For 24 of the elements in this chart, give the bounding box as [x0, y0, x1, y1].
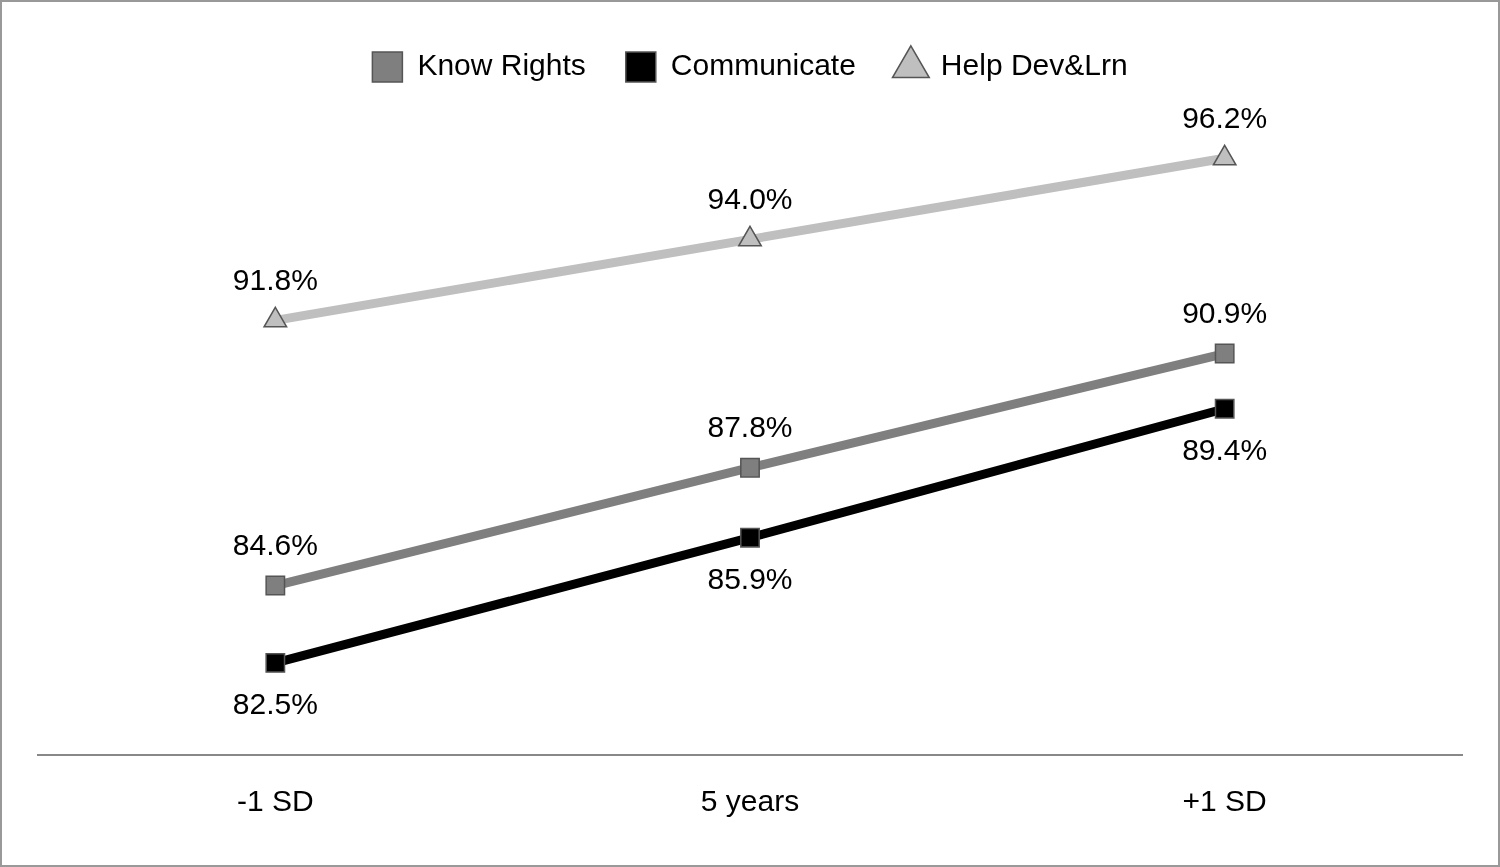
data-label: 84.6%: [232, 527, 318, 561]
point: [1214, 398, 1235, 419]
x-tick-label: 5 years: [700, 784, 800, 818]
x-tick-label: -1 SD: [236, 784, 314, 818]
point: [1214, 343, 1235, 364]
data-label: 87.8%: [707, 409, 793, 443]
data-label: 89.4%: [1182, 433, 1268, 467]
point: [740, 457, 760, 478]
point: [263, 306, 288, 328]
x-tick-label: +1 SD: [1182, 784, 1267, 818]
legend-label: Help Dev&Lrn: [940, 48, 1128, 82]
legend-label: Know Rights: [417, 48, 586, 82]
point: [1212, 144, 1237, 166]
data-label: 91.8%: [232, 262, 318, 296]
point: [265, 652, 286, 673]
data-label: 94.0%: [707, 181, 793, 215]
data-label: 82.5%: [232, 687, 318, 721]
data-label: 85.9%: [707, 561, 793, 595]
point: [737, 225, 763, 247]
point: [265, 575, 286, 596]
data-label: 96.2%: [1182, 100, 1268, 134]
legend-label: Communicate: [670, 48, 856, 82]
point: [740, 527, 760, 548]
data-label: 90.9%: [1182, 295, 1268, 329]
